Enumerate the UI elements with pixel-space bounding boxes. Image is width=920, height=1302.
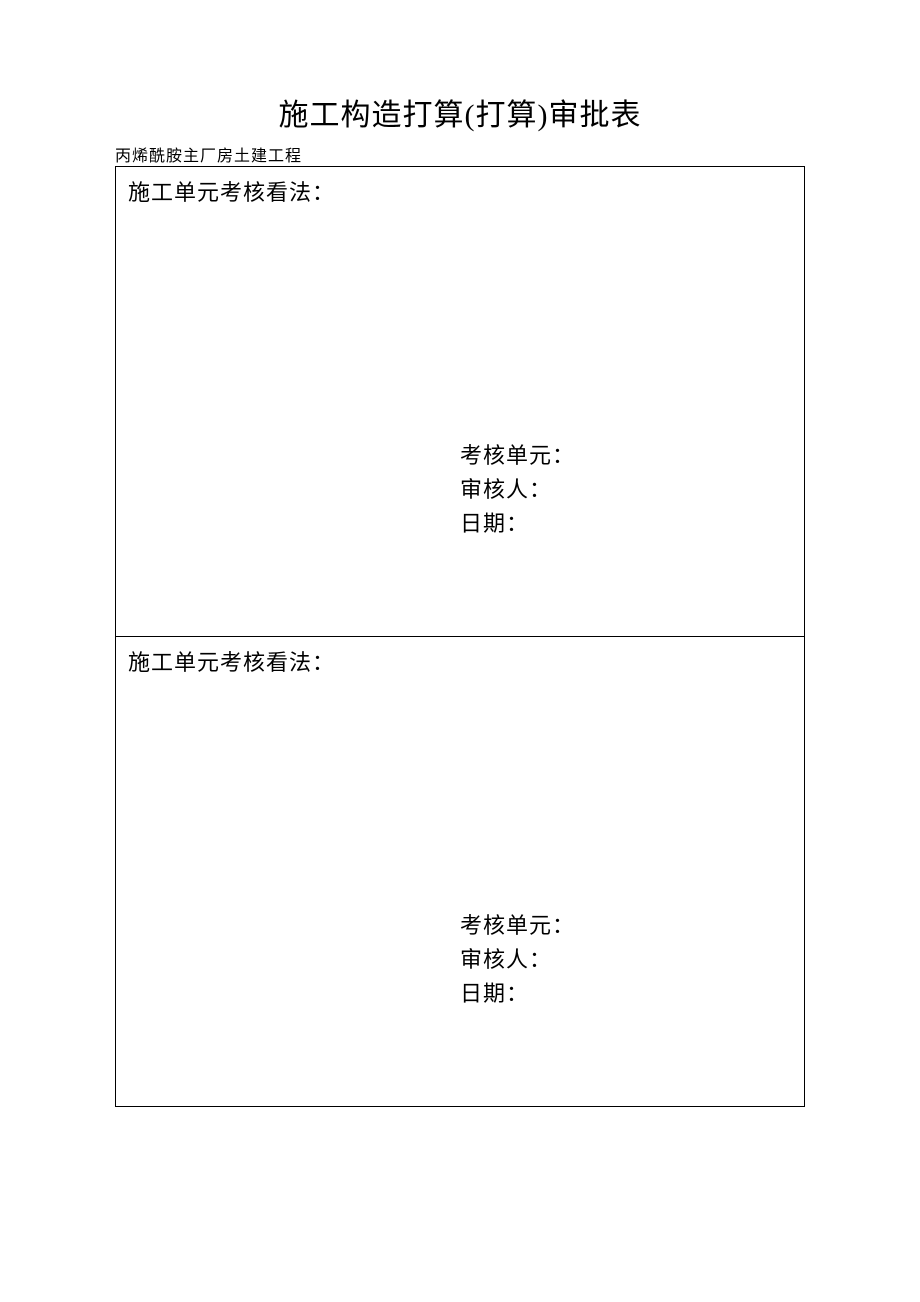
- reviewer-label: 审核人：: [460, 473, 575, 507]
- reviewer-label: 审核人：: [460, 943, 575, 977]
- approval-form-table: 施工单元考核看法： 考核单元： 审核人： 日期： 施工单元考核看法： 考核单元：…: [115, 166, 805, 1107]
- signature-block: 考核单元： 审核人： 日期：: [460, 909, 575, 1011]
- review-cell-2: 施工单元考核看法： 考核单元： 审核人： 日期：: [116, 637, 805, 1107]
- review-cell-1: 施工单元考核看法： 考核单元： 审核人： 日期：: [116, 167, 805, 637]
- signature-block: 考核单元： 审核人： 日期：: [460, 439, 575, 541]
- date-label: 日期：: [460, 507, 575, 541]
- document-subtitle: 丙烯酰胺主厂房土建工程: [115, 142, 805, 166]
- unit-label: 考核单元：: [460, 439, 575, 473]
- unit-label: 考核单元：: [460, 909, 575, 943]
- table-row: 施工单元考核看法： 考核单元： 审核人： 日期：: [116, 637, 805, 1107]
- cell-heading: 施工单元考核看法：: [128, 645, 792, 677]
- table-row: 施工单元考核看法： 考核单元： 审核人： 日期：: [116, 167, 805, 637]
- document-title: 施工构造打算(打算)审批表: [115, 90, 805, 134]
- date-label: 日期：: [460, 977, 575, 1011]
- cell-heading: 施工单元考核看法：: [128, 175, 792, 207]
